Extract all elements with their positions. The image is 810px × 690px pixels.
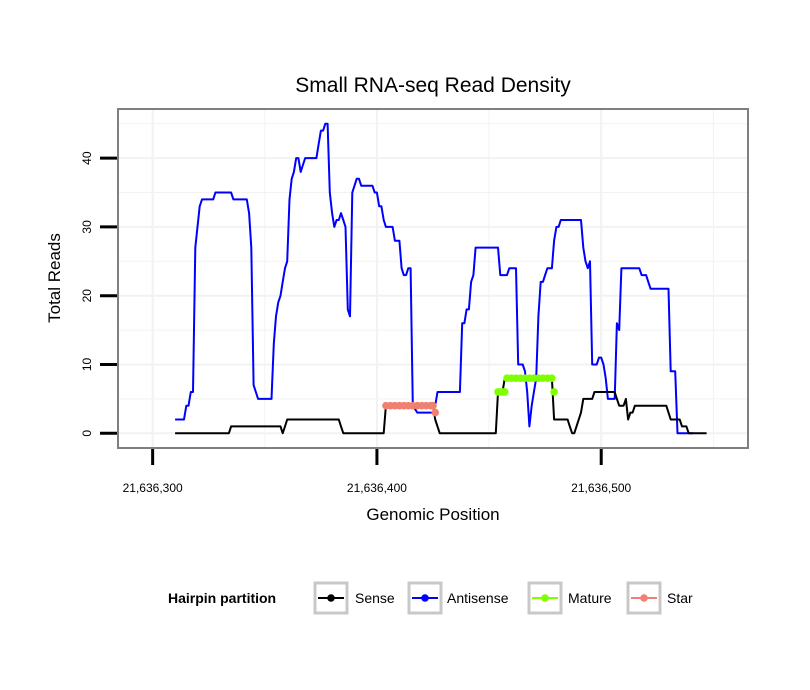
chart-title: Small RNA-seq Read Density <box>295 74 571 97</box>
axes: 21,636,300 21,636,400 21,636,500 0 10 20 30 40 <box>80 151 632 495</box>
x-axis-title: Genomic Position <box>366 505 499 524</box>
legend-key-point <box>541 594 549 602</box>
y-tick-label: 20 <box>80 289 94 303</box>
y-tick-label: 40 <box>80 151 94 165</box>
legend-item-sense: Sense <box>313 581 395 615</box>
x-tick-label: 21,636,500 <box>571 481 631 495</box>
y-tick-label: 0 <box>80 430 94 437</box>
antisense-series-line <box>175 122 694 435</box>
plot-background <box>119 110 747 447</box>
sense-series-line <box>175 377 707 435</box>
x-tick-label: 21,636,300 <box>123 481 183 495</box>
mature-point <box>550 388 558 396</box>
y-axis-title: Total Reads <box>45 233 64 323</box>
x-tick-label: 21,636,400 <box>347 481 407 495</box>
legend-label: Mature <box>568 590 612 606</box>
legend-label: Sense <box>355 590 395 606</box>
plot-border <box>117 108 749 449</box>
star-point <box>429 401 437 410</box>
y-tick-label: 30 <box>80 220 94 234</box>
series-layer <box>175 122 707 435</box>
legend-item-star: Star <box>626 581 693 615</box>
legend-title: Hairpin partition <box>168 590 276 606</box>
legend: Hairpin partition Sense Antisense Mature St… <box>168 581 693 615</box>
legend-key-point <box>327 594 335 602</box>
mature-point <box>548 374 556 383</box>
legend-key-point <box>640 594 648 602</box>
mature-point <box>500 388 509 396</box>
legend-key-point <box>421 594 429 602</box>
legend-item-mature: Mature <box>527 581 612 615</box>
star-point <box>431 408 440 417</box>
y-tick-label: 10 <box>80 357 94 371</box>
grid <box>119 110 747 447</box>
legend-label: Antisense <box>447 590 509 606</box>
legend-item-antisense: Antisense <box>407 581 509 615</box>
legend-label: Star <box>667 590 693 606</box>
